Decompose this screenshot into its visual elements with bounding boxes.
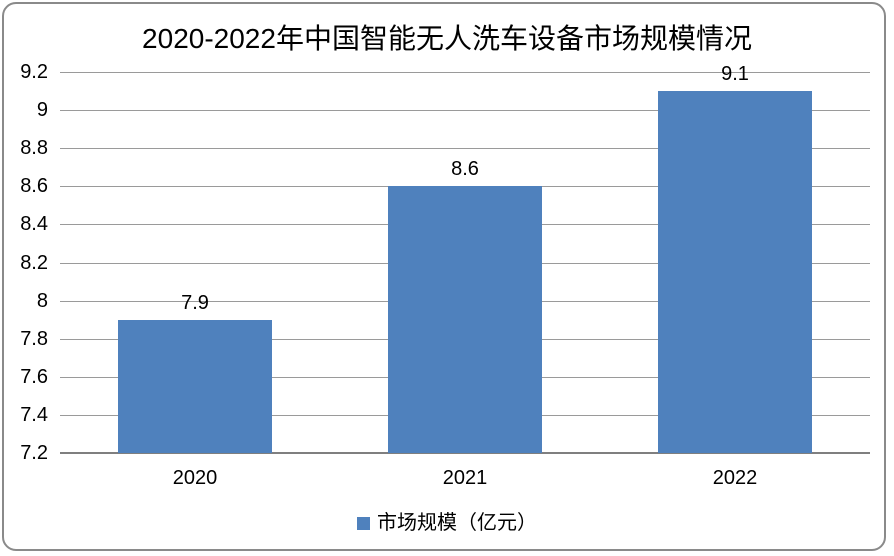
legend-marker-icon [357, 516, 370, 530]
y-axis-tick-label: 8.6 [20, 175, 48, 197]
bar-2020 [118, 320, 272, 453]
y-axis-tick-label: 9.2 [20, 61, 48, 83]
x-axis-category-label: 2021 [442, 467, 488, 489]
y-axis-tick-label: 9 [36, 99, 48, 121]
bar-2022 [658, 91, 812, 453]
bar-value-label: 7.9 [181, 292, 209, 314]
y-axis-tick-label: 7.8 [20, 328, 48, 350]
y-axis-tick-label: 8.2 [20, 252, 48, 274]
chart-title: 2020-2022年中国智能无人洗车设备市场规模情况 [142, 23, 752, 54]
y-axis-tick-label: 8.8 [20, 137, 48, 159]
y-axis-tick-label: 7.6 [20, 366, 48, 388]
y-axis-tick-label: 7.2 [20, 442, 48, 464]
y-axis-tick-label: 8 [36, 290, 48, 312]
x-axis-category-label: 2020 [172, 467, 218, 489]
bar-value-label: 9.1 [721, 63, 749, 85]
y-axis-tick-label: 8.4 [20, 213, 48, 235]
y-axis-tick-label: 7.4 [20, 404, 48, 426]
x-axis-category-label: 2022 [712, 467, 758, 489]
gridline [60, 72, 870, 73]
bar-value-label: 8.6 [451, 158, 479, 180]
x-axis-line [60, 452, 870, 454]
legend: 市场规模（亿元） [0, 512, 894, 534]
gridline [60, 148, 870, 149]
gridline [60, 110, 870, 111]
bar-2021 [388, 186, 542, 453]
legend-label: 市场规模（亿元） [377, 512, 537, 534]
